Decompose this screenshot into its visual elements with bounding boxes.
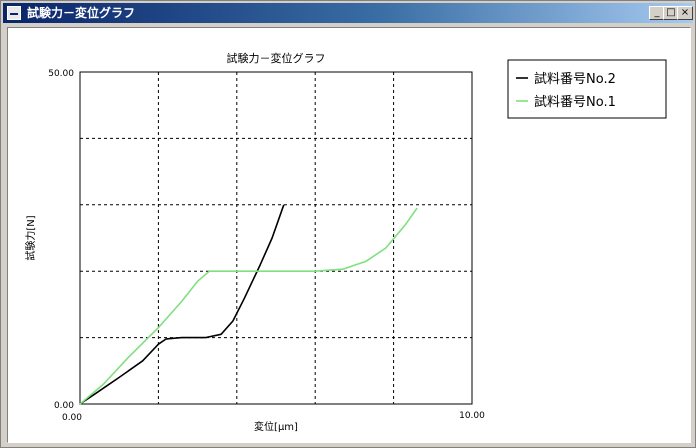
x-axis-label: 変位[μm] [254, 420, 298, 433]
chart-title: 試験力－変位グラフ [227, 51, 326, 65]
grid [80, 72, 472, 404]
x-tick-label: 0.00 [62, 413, 82, 423]
legend: 試料番号No.2 試料番号No.1 [507, 59, 667, 119]
y-tick-label: 0.00 [54, 401, 74, 411]
legend-label: 試料番号No.2 [534, 71, 616, 87]
y-axis-label: 試験力[N] [24, 215, 37, 260]
series-line [79, 207, 418, 405]
legend-box [507, 59, 667, 119]
plot-area [79, 71, 473, 405]
series-line [79, 204, 285, 405]
chart-area: 試験力－変位グラフ 50.00 0.00 0.00 10.00 変位[μm] 試験力[… [7, 27, 691, 443]
legend-label: 試料番号No.1 [534, 94, 616, 110]
x-tick-label: 10.00 [459, 411, 485, 421]
series-layer [79, 204, 418, 405]
window-title: 試験力－変位グラフ [27, 6, 136, 20]
tick-labels: 50.00 0.00 0.00 10.00 [48, 69, 485, 423]
title-bar[interactable]: 試験力－変位グラフ _ □ × [3, 3, 693, 23]
chart-svg: 試験力－変位グラフ 50.00 0.00 0.00 10.00 変位[μm] 試験力[… [24, 51, 667, 433]
y-tick-label: 50.00 [48, 69, 74, 79]
app-icon[interactable] [7, 6, 21, 20]
close-button[interactable]: × [677, 6, 693, 20]
